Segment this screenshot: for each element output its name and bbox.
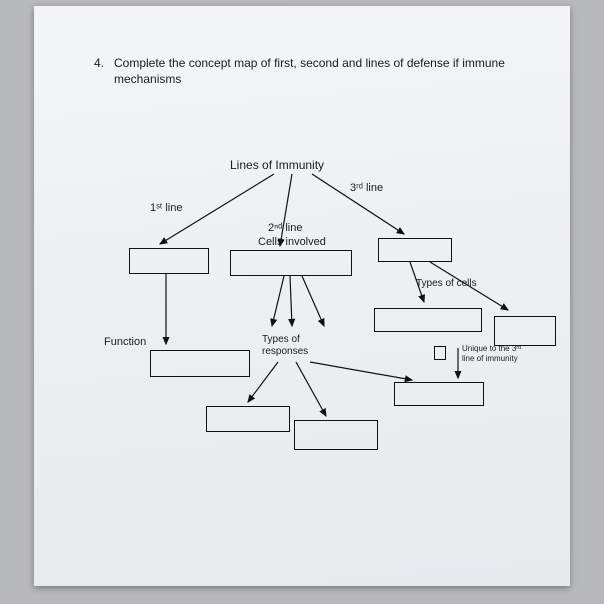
label-function: Function	[104, 336, 146, 348]
answer-box[interactable]	[230, 250, 352, 276]
answer-box[interactable]	[394, 382, 484, 406]
label-third-line: 3ʳᵈ line	[350, 182, 383, 194]
answer-box[interactable]	[129, 248, 209, 274]
answer-box[interactable]	[374, 308, 482, 332]
label-unique-third-line: Unique to the 3ʳᵈ line of immunity	[462, 344, 521, 363]
answer-box[interactable]	[378, 238, 452, 262]
answer-box[interactable]	[150, 350, 250, 377]
label-root: Lines of Immunity	[230, 158, 324, 172]
worksheet-page: 4. Complete the concept map of first, se…	[34, 6, 570, 586]
label-types-of-cells: Types of cells	[416, 278, 477, 289]
diagram-arrows	[34, 6, 570, 586]
answer-box[interactable]	[206, 406, 290, 432]
answer-box[interactable]	[494, 316, 556, 346]
question-line1: Complete the concept map of first, secon…	[114, 56, 505, 70]
label-first-line: 1ˢᵗ line	[150, 202, 182, 214]
answer-box[interactable]	[294, 420, 378, 450]
label-cells-involved: Cells involved	[258, 236, 326, 248]
label-types-of-responses: Types of responses	[262, 334, 308, 357]
question-number: 4.	[94, 56, 104, 70]
question-line2: mechanisms	[114, 72, 181, 86]
label-second-line: 2ⁿᵈ line	[268, 222, 302, 234]
answer-box[interactable]	[434, 346, 446, 360]
